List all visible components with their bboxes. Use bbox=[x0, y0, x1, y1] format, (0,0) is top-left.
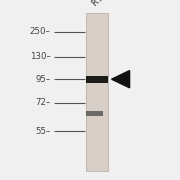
Text: R.spleen: R.spleen bbox=[90, 0, 122, 8]
Bar bbox=[86, 76, 108, 83]
Text: 130–: 130– bbox=[30, 52, 50, 61]
Text: 95–: 95– bbox=[35, 75, 50, 84]
Bar bbox=[86, 111, 103, 116]
Text: 250–: 250– bbox=[30, 27, 50, 36]
Text: 72–: 72– bbox=[35, 98, 50, 107]
Text: 55–: 55– bbox=[35, 127, 50, 136]
Polygon shape bbox=[112, 71, 130, 88]
Bar bbox=[86, 13, 108, 171]
